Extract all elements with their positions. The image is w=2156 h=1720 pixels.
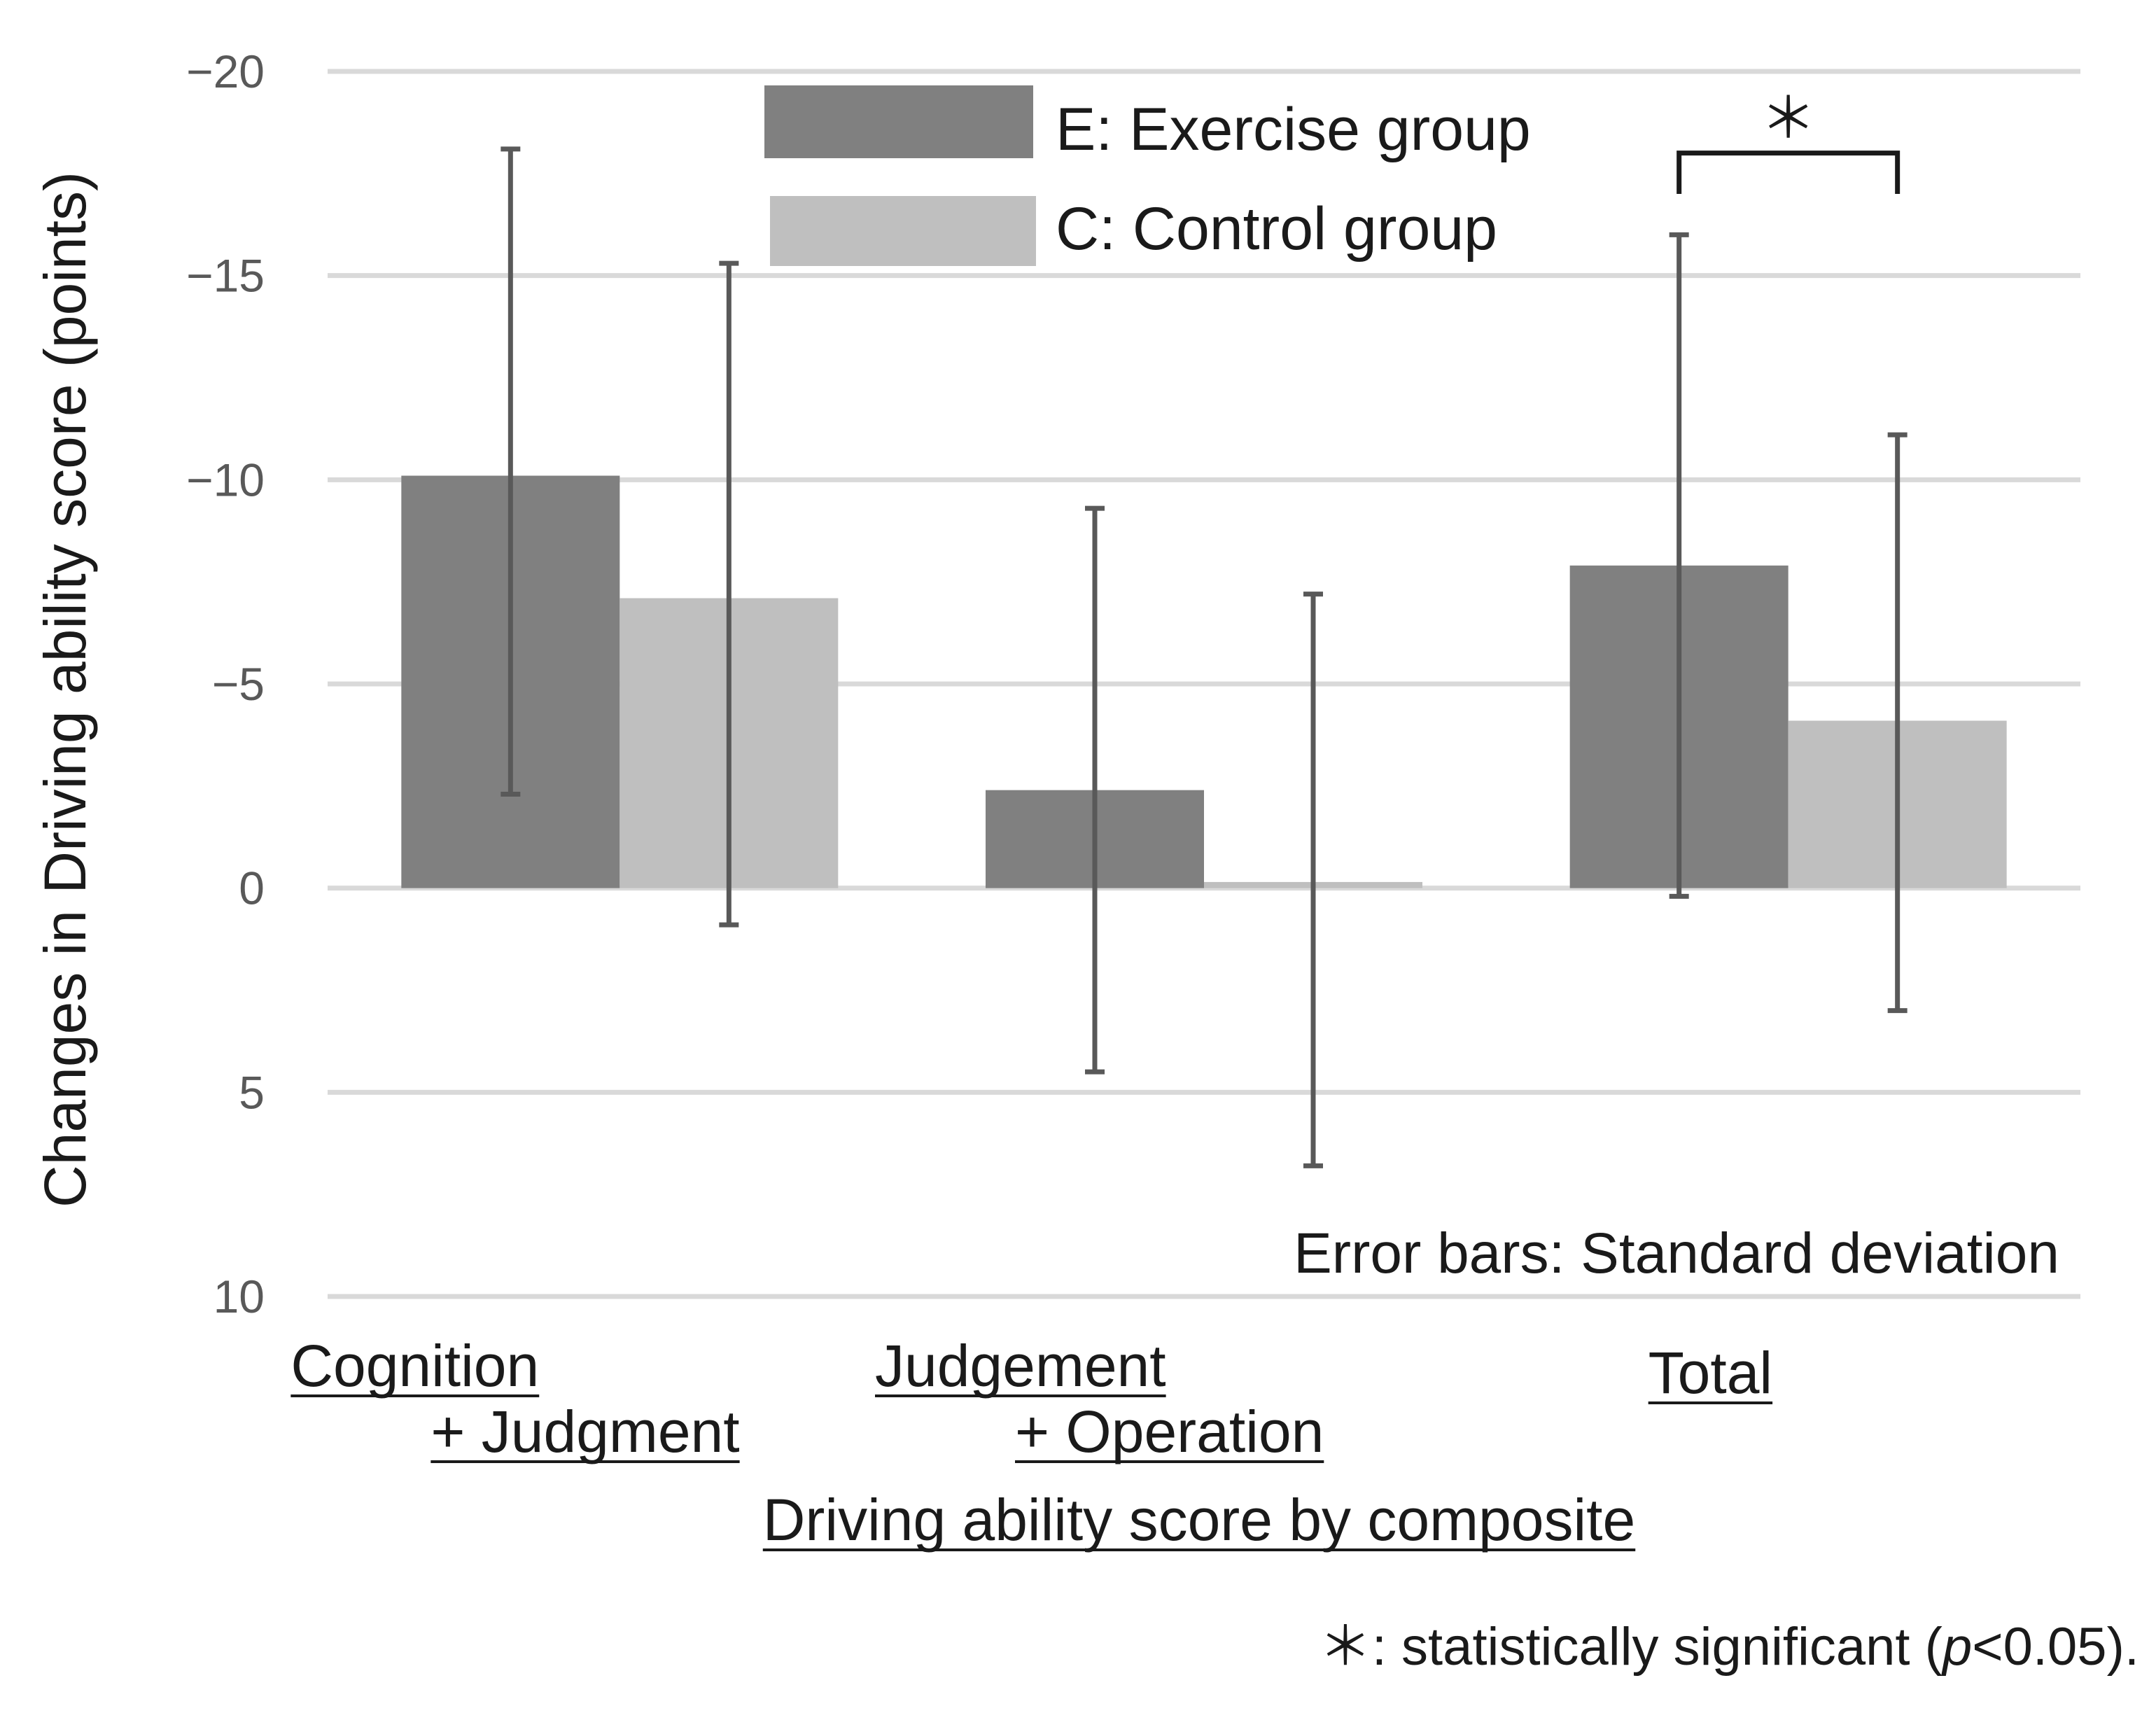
y-tick-label-5: 5 <box>239 1066 265 1118</box>
footnote-suffix: <0.05). <box>1972 1617 2139 1677</box>
y-tick-layer: −20 −15 −10 −5 0 5 10 <box>186 46 265 1322</box>
error-bar-layer <box>500 146 1907 1168</box>
legend-swatch-control <box>770 196 1036 266</box>
legend-label-control: C: Control group <box>1056 195 1497 263</box>
footnote-prefix: ＊: statistically significant ( <box>1319 1617 1942 1677</box>
x-category-1-line1: Judgement <box>875 1333 1166 1399</box>
legend: E: Exercise group C: Control group <box>764 85 1531 266</box>
x-category-0-line1: Cognition <box>290 1333 539 1399</box>
y-tick-label-4: 0 <box>239 862 265 914</box>
y-tick-label-6: 10 <box>214 1271 265 1322</box>
x-category-0-line2: + Judgment <box>430 1399 739 1464</box>
x-category-1-line2: + Operation <box>1015 1399 1324 1464</box>
y-tick-label-3: −5 <box>212 658 265 710</box>
y-tick-label-1: −15 <box>186 250 265 302</box>
y-axis-label: Changes in Driving ability score (points… <box>32 172 98 1208</box>
y-tick-label-2: −10 <box>186 454 265 505</box>
significance-marker: ＊ <box>1676 88 1900 194</box>
footnote-p-symbol: p <box>1941 1617 1972 1677</box>
legend-label-exercise: E: Exercise group <box>1056 96 1531 163</box>
legend-swatch-exercise <box>764 85 1033 158</box>
x-category-2-line1: Total <box>1648 1340 1772 1406</box>
significance-star: ＊ <box>1760 88 1816 150</box>
error-bar-note: Error bars: Standard deviation <box>1294 1222 2059 1285</box>
y-tick-label-0: −20 <box>186 46 265 97</box>
x-category-layer: Cognition+ Judgment Judgement+ Operation T… <box>290 1333 1773 1464</box>
significance-footnote: ＊: statistically significant (p<0.05). <box>1319 1617 2139 1677</box>
significance-bracket <box>1676 151 1900 194</box>
x-axis-label: Driving ability score by composite <box>763 1487 1635 1553</box>
